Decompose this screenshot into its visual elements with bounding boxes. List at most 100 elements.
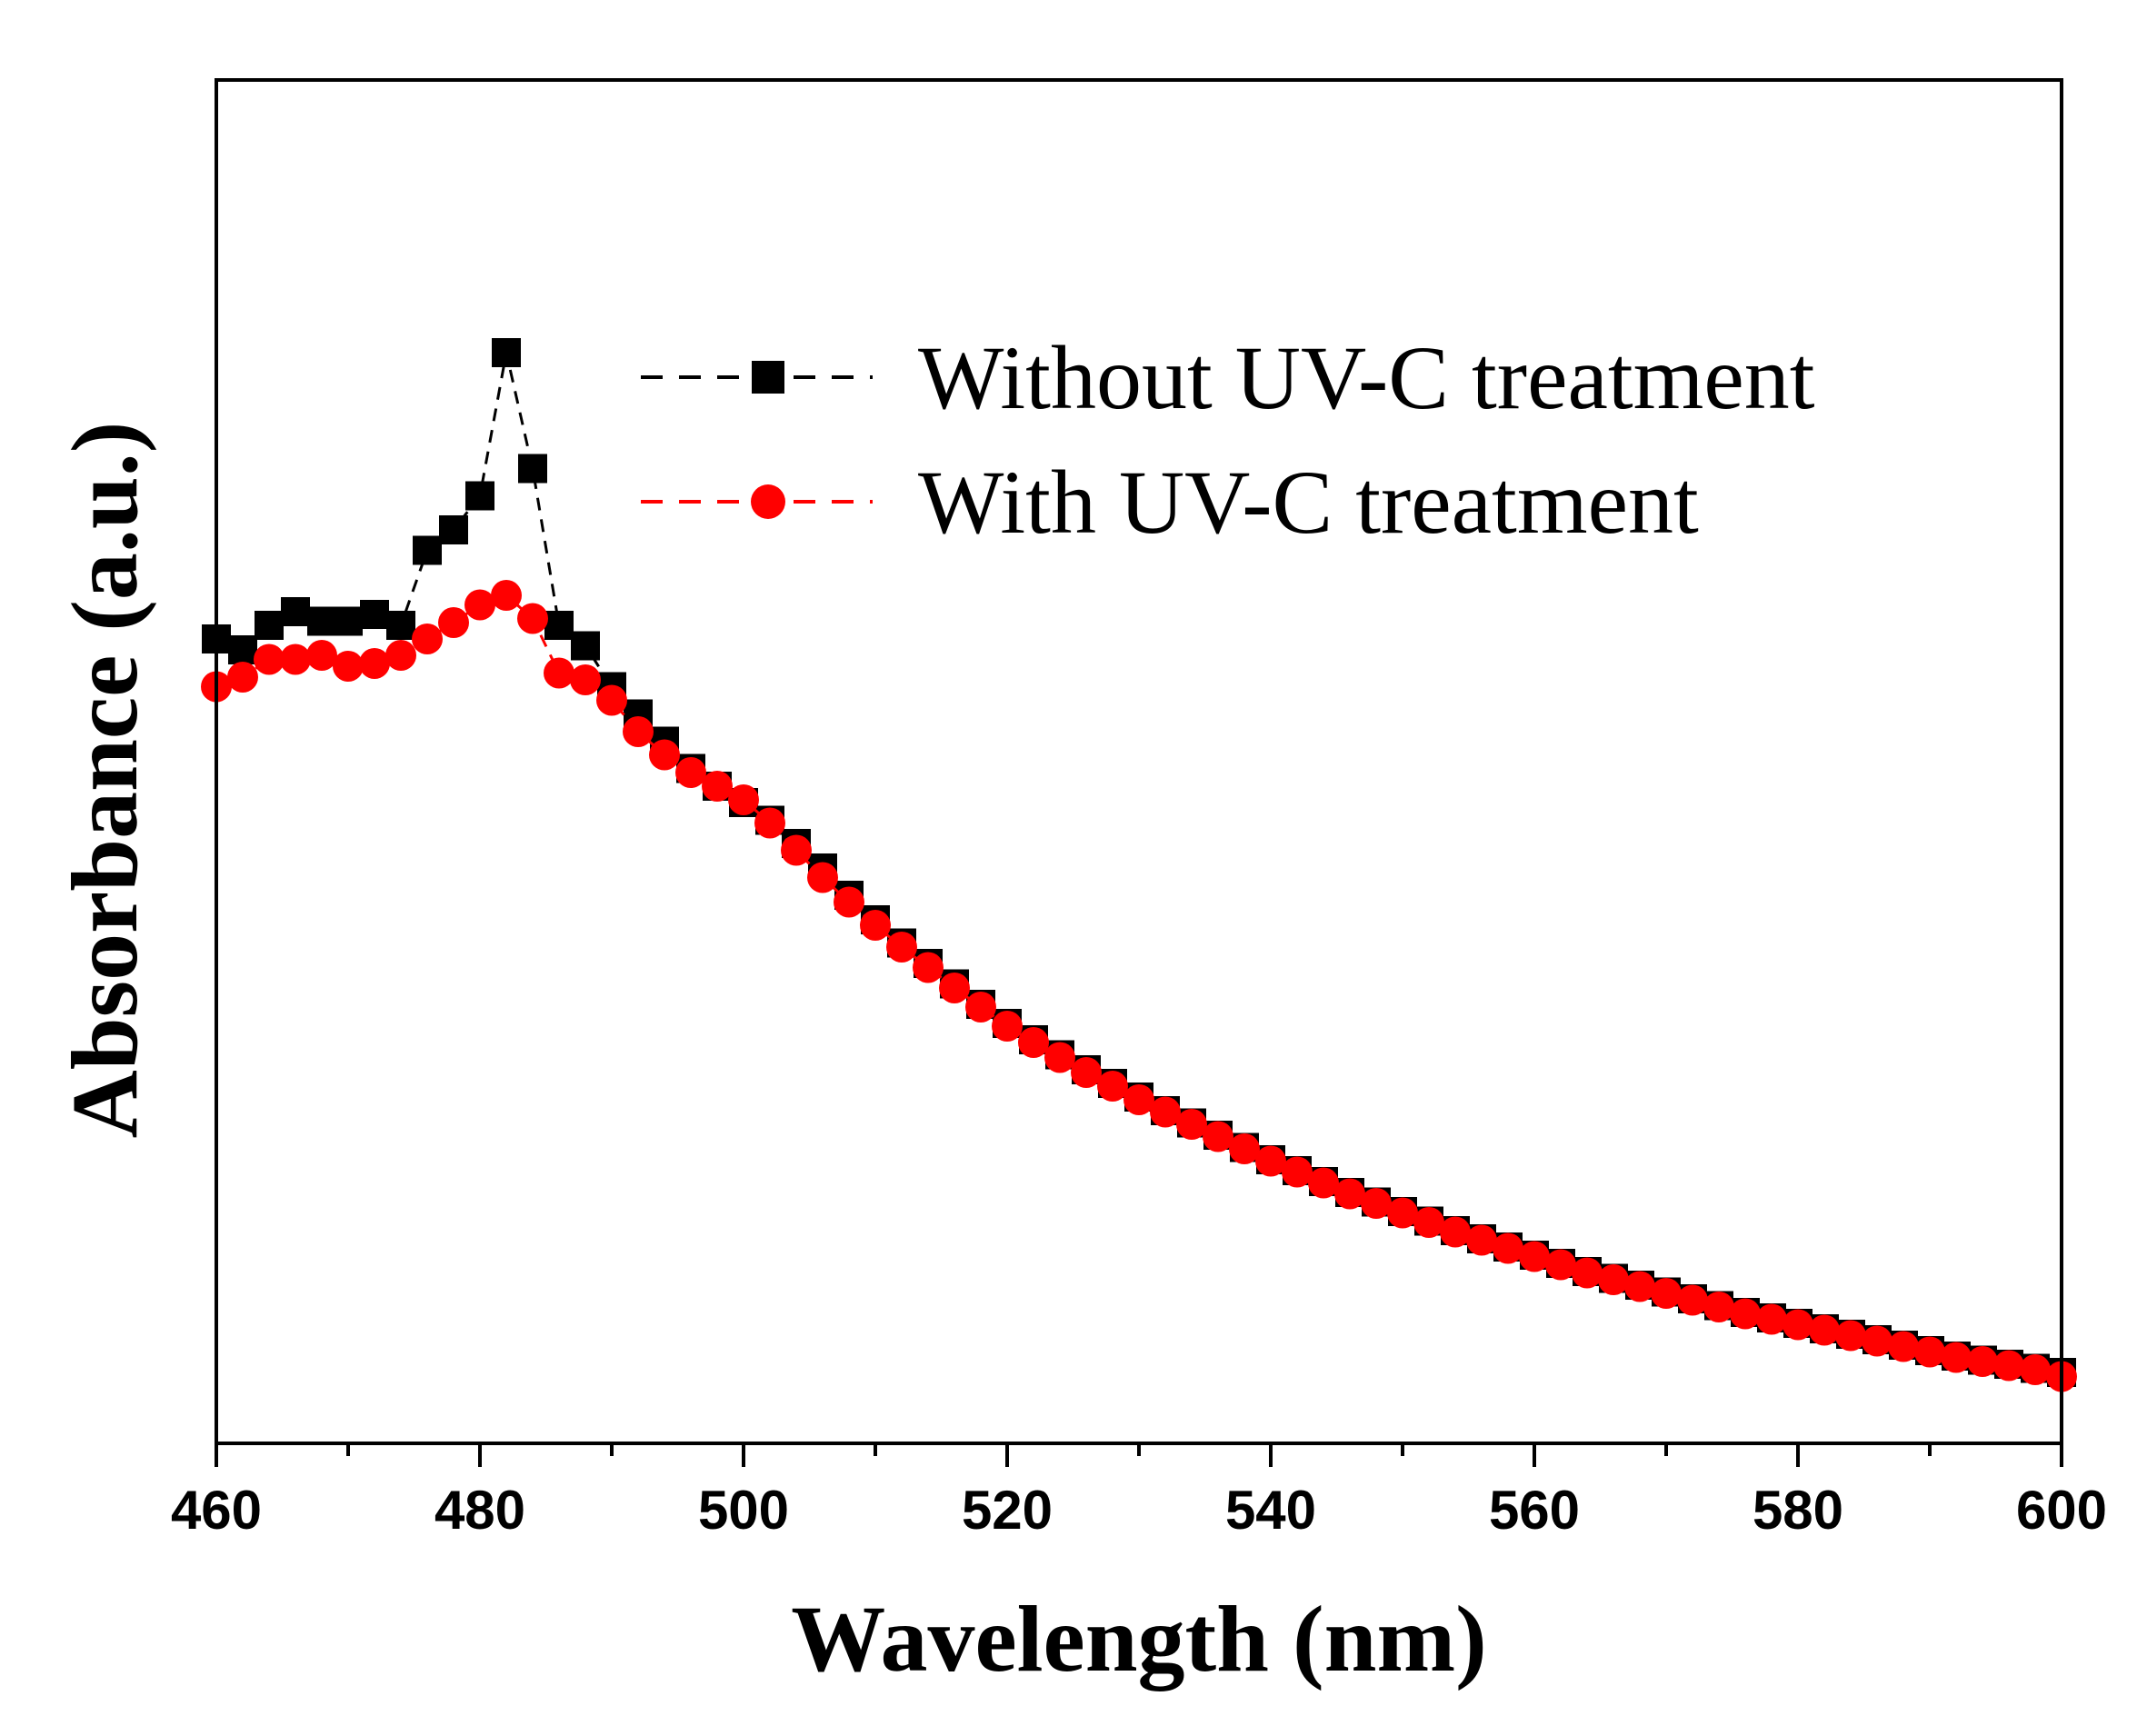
data-point-circle xyxy=(1783,1309,1813,1341)
data-point-circle xyxy=(1282,1156,1313,1188)
data-point-circle xyxy=(1572,1257,1603,1289)
data-point-circle xyxy=(1651,1278,1682,1309)
data-point-circle xyxy=(1123,1084,1154,1115)
data-point-circle xyxy=(1044,1042,1075,1073)
legend-label-without-uvc: Without UV-C treatment xyxy=(918,327,1815,428)
data-point-square xyxy=(255,611,284,640)
x-tick-label: 600 xyxy=(2016,1480,2107,1541)
data-point-circle xyxy=(992,1011,1023,1042)
legend: Without UV-C treatment With UV-C treatme… xyxy=(641,327,1815,553)
data-point-circle xyxy=(834,886,864,918)
tick-marks xyxy=(215,1443,2063,1467)
series-line xyxy=(215,594,2062,1378)
data-point-circle xyxy=(1835,1320,1866,1352)
data-point-circle xyxy=(965,992,996,1023)
data-point-circle xyxy=(1677,1284,1708,1316)
data-point-circle xyxy=(1862,1325,1892,1357)
data-point-circle xyxy=(1519,1241,1550,1272)
data-point-circle xyxy=(1545,1249,1576,1281)
x-axis-title: Wavelength (nm) xyxy=(791,1587,1487,1691)
data-point-circle xyxy=(1993,1350,2024,1382)
data-point-circle xyxy=(1941,1342,1972,1373)
x-tick-label: 480 xyxy=(434,1480,525,1541)
data-point-circle xyxy=(1018,1027,1049,1058)
data-point-circle xyxy=(886,932,917,963)
data-point-circle xyxy=(754,807,785,839)
data-point-square xyxy=(413,535,442,565)
data-point-circle xyxy=(913,952,944,983)
data-point-circle xyxy=(385,640,416,671)
data-point-square xyxy=(544,611,574,640)
data-point-circle xyxy=(860,910,891,941)
data-point-circle xyxy=(1598,1264,1629,1295)
x-tick-label: 540 xyxy=(1225,1480,1316,1541)
legend-entry-with-uvc: With UV-C treatment xyxy=(641,452,1699,553)
data-point-circle xyxy=(1387,1197,1418,1229)
data-point-circle xyxy=(1413,1207,1444,1238)
data-point-circle xyxy=(1203,1121,1233,1152)
data-point-square xyxy=(465,481,494,511)
data-point-circle xyxy=(1888,1331,1919,1362)
legend-label-with-uvc: With UV-C treatment xyxy=(918,452,1699,553)
data-point-circle xyxy=(1071,1057,1102,1088)
data-point-circle xyxy=(1756,1303,1787,1335)
data-point-circle xyxy=(544,657,574,689)
data-point-square xyxy=(492,338,521,367)
data-point-circle xyxy=(1624,1271,1655,1302)
data-point-circle xyxy=(491,580,522,611)
data-point-circle xyxy=(807,862,838,893)
x-tick-labels: 460 480 500 520 540 560 580 600 xyxy=(171,1480,2107,1541)
x-tick-label: 520 xyxy=(962,1480,1053,1541)
data-point-circle xyxy=(623,716,654,747)
series-with-uvc xyxy=(201,580,2077,1392)
data-point-circle xyxy=(464,589,495,621)
data-point-circle xyxy=(254,644,285,675)
data-point-circle xyxy=(781,834,812,866)
data-point-circle xyxy=(675,757,706,788)
data-point-circle xyxy=(517,603,548,634)
data-point-circle xyxy=(1466,1224,1497,1256)
data-point-circle xyxy=(649,739,680,771)
data-point-circle xyxy=(728,784,759,815)
data-point-circle xyxy=(333,651,364,682)
legend-entry-without-uvc: Without UV-C treatment xyxy=(641,327,1815,428)
data-point-circle xyxy=(1229,1133,1260,1164)
data-point-circle xyxy=(1493,1232,1523,1264)
data-point-square xyxy=(228,635,257,664)
data-point-circle xyxy=(1440,1216,1471,1248)
plot-frame xyxy=(215,78,2063,1445)
legend-marker-circle xyxy=(751,484,785,519)
data-point-circle xyxy=(1914,1336,1945,1368)
legend-marker-square xyxy=(752,361,784,394)
data-point-circle xyxy=(280,644,311,675)
data-point-square xyxy=(281,597,310,626)
data-point-square xyxy=(386,611,415,640)
data-point-circle xyxy=(1809,1314,1840,1346)
data-point-circle xyxy=(1255,1145,1286,1177)
data-point-circle xyxy=(702,771,733,802)
data-point-circle xyxy=(412,624,443,654)
x-tick-label: 500 xyxy=(698,1480,789,1541)
data-point-circle xyxy=(1097,1071,1128,1102)
data-point-circle xyxy=(596,684,627,716)
data-point-circle xyxy=(306,640,337,671)
data-point-circle xyxy=(1703,1292,1734,1322)
data-point-circle xyxy=(1308,1167,1339,1199)
x-tick-label: 460 xyxy=(171,1480,262,1541)
data-point-circle xyxy=(359,648,390,679)
data-point-square xyxy=(360,600,389,629)
data-point-circle xyxy=(1176,1109,1207,1140)
data-point-circle xyxy=(438,607,469,638)
data-point-square xyxy=(334,606,363,636)
data-point-circle xyxy=(1150,1096,1181,1128)
data-point-square xyxy=(439,515,468,544)
data-point-circle xyxy=(939,973,970,1003)
x-tick-label: 560 xyxy=(1489,1480,1580,1541)
data-point-circle xyxy=(1967,1346,1998,1377)
data-point-circle xyxy=(227,662,258,693)
data-point-circle xyxy=(1361,1188,1392,1219)
data-point-square xyxy=(518,454,547,484)
data-point-square xyxy=(307,606,336,636)
